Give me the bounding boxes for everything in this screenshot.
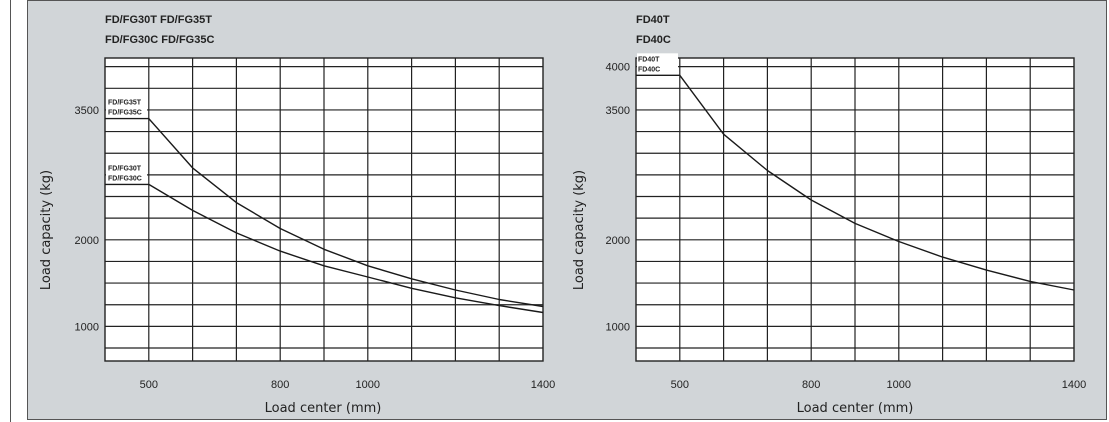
chart-title-line: FD40T [636,14,670,26]
x-tick-label: 800 [271,379,289,391]
y-tick-label: 3500 [75,105,99,117]
x-tick-label: 1000 [887,379,911,391]
x-tick-label: 1400 [1062,379,1086,391]
series-label: FD/FG35C [108,110,142,117]
series-label: FD/FG30C [108,175,142,182]
chart-title-line: FD/FG30C FD/FG35C [105,34,214,46]
x-tick-label: 800 [802,379,820,391]
y-tick-label: 3500 [606,105,630,117]
series-label-bg [106,162,147,184]
series-line-0-0 [105,117,544,308]
y-tick-label: 2000 [75,235,99,247]
adjacent-page-edge [0,0,11,422]
x-tick-label: 1400 [531,379,555,391]
y-axis-label: Load capacity (kg) [39,170,54,290]
y-tick-label: 2000 [606,235,630,247]
x-tick-label: 500 [671,379,689,391]
x-tick-label: 1000 [356,379,380,391]
series-label: FD40T [638,56,660,63]
series-label-bg [106,96,147,118]
series-label: FD/FG35T [108,100,142,107]
x-axis-label: Load center (mm) [797,401,914,416]
chart-title-line: FD/FG30T FD/FG35T [105,14,212,26]
series-label: FD40C [638,66,660,73]
y-tick-label: 4000 [606,62,630,74]
y-tick-label: 1000 [606,321,630,333]
x-tick-label: 500 [140,379,158,391]
y-axis-label: Load capacity (kg) [572,170,587,290]
chart-title-line: FD40C [636,34,671,46]
y-tick-label: 1000 [75,321,99,333]
series-label: FD/FG30T [108,165,142,172]
series-line-0-1 [105,183,544,314]
x-axis-label: Load center (mm) [265,401,382,416]
series-line-1-0 [636,74,1075,291]
series-label-bg [637,53,678,75]
